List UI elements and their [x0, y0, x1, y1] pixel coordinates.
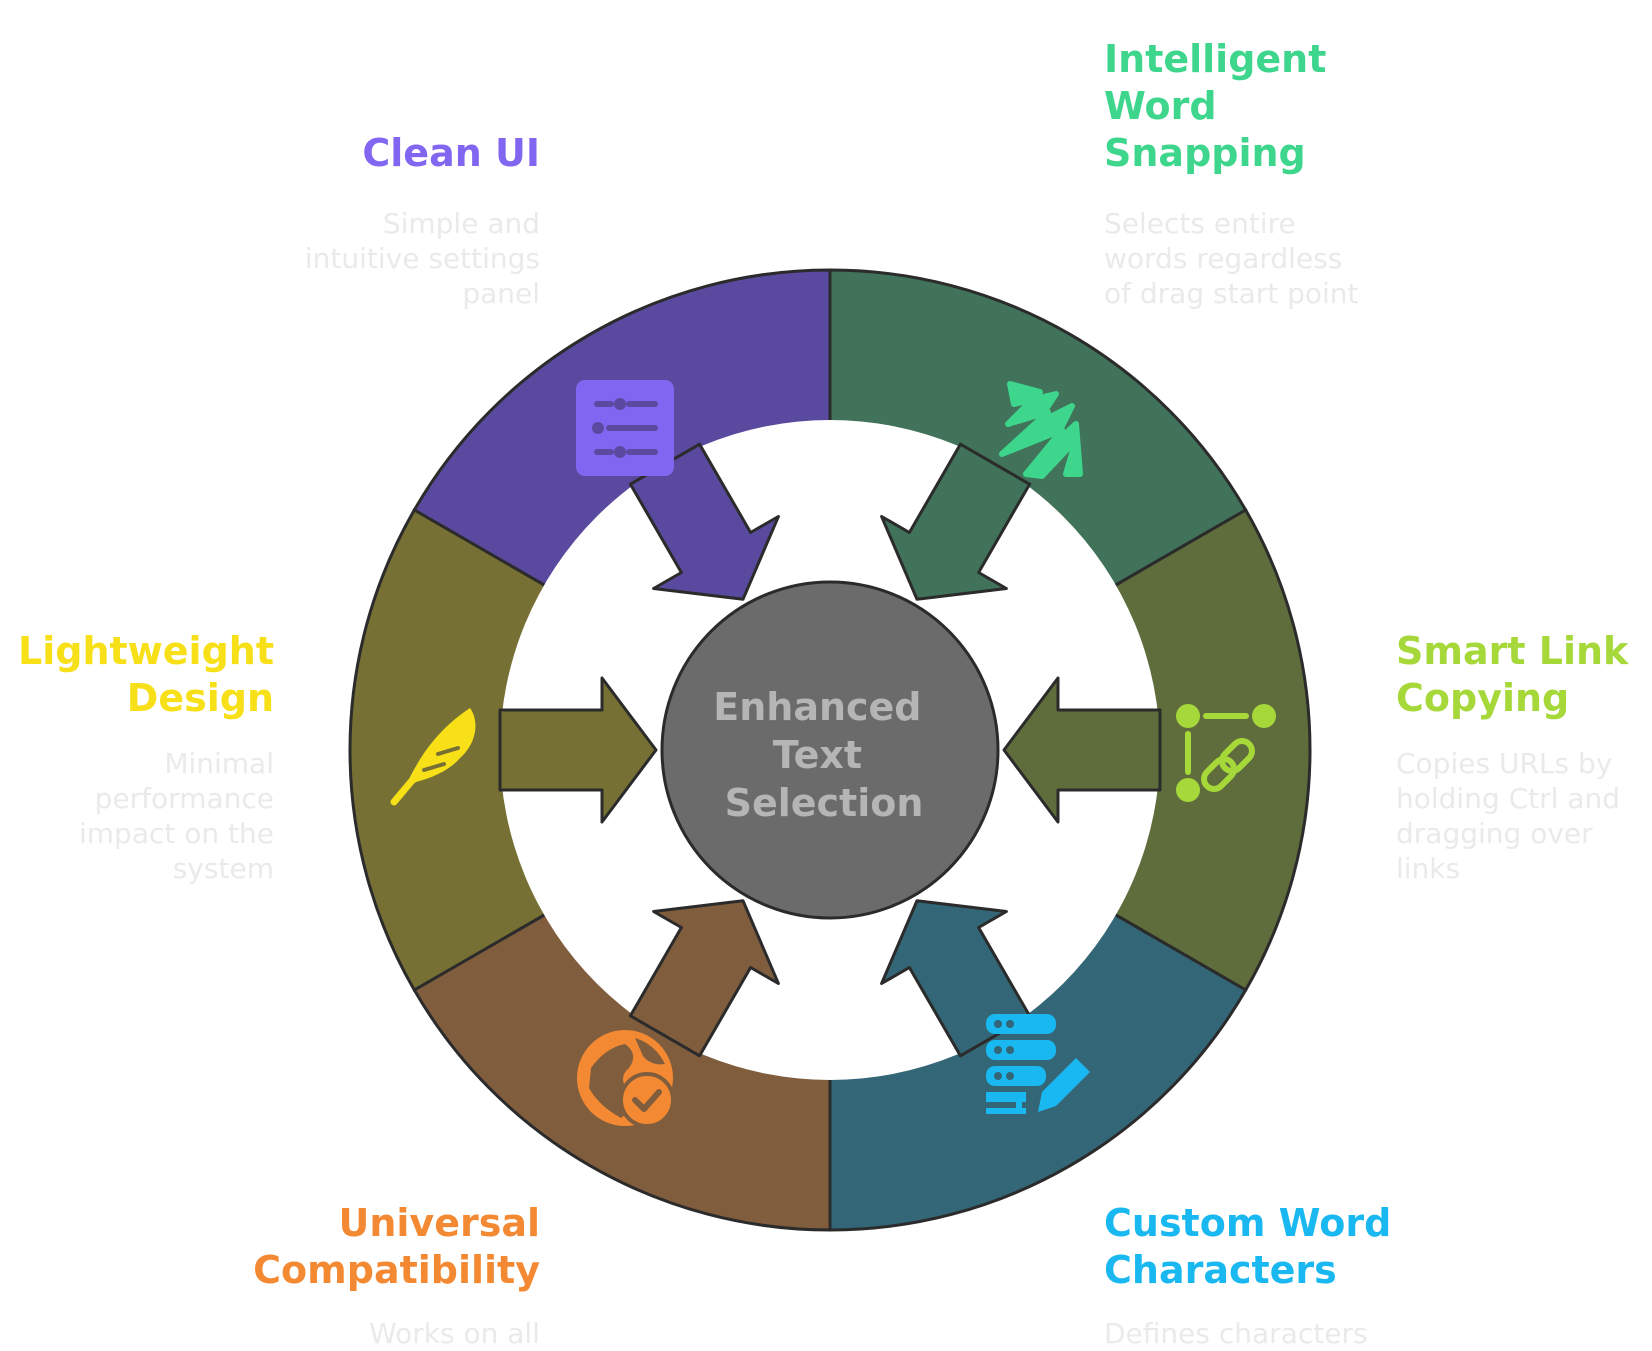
title-line: Universal	[338, 1201, 540, 1245]
arrow-clean-ui	[628, 442, 780, 601]
link-nodes-icon	[1176, 704, 1276, 802]
title-line: Lightweight	[18, 629, 274, 673]
desc-line: Minimal	[164, 747, 274, 780]
center-label-line-2: Text	[773, 733, 862, 777]
desc-line: dragging over	[1396, 817, 1593, 850]
center-label: Enhanced Text Selection	[713, 685, 935, 825]
title-line: Copying	[1396, 676, 1570, 720]
feature-desc-clean-ui: Simple and intuitive settings panel	[200, 206, 540, 311]
feature-title-clean-ui: Clean UI	[240, 130, 540, 177]
feature-title-lightweight: Lightweight Design	[10, 628, 274, 722]
feature-desc-word-snapping: Selects entire words regardless of drag …	[1104, 206, 1544, 311]
arrow-word-snapping	[880, 442, 1032, 601]
globe-check-icon	[577, 1030, 675, 1128]
arrow-compatibility	[628, 899, 780, 1058]
feature-title-smart-link: Smart Link Copying	[1396, 628, 1646, 722]
title-line: Compatibility	[253, 1248, 540, 1292]
center-label-line-3: Selection	[725, 781, 924, 825]
sliders-list-icon	[576, 380, 674, 476]
arrow-smart-link	[1002, 676, 1162, 824]
title-line: Clean UI	[362, 131, 540, 175]
desc-line: panel	[462, 277, 540, 310]
title-line: Snapping	[1104, 131, 1306, 175]
arrow-lightweight	[498, 676, 658, 824]
desc-line: holding Ctrl and	[1396, 782, 1621, 815]
desc-line: Defines characters	[1104, 1317, 1368, 1350]
desc-line: of drag start point	[1104, 277, 1359, 310]
title-line: Word	[1104, 84, 1217, 128]
desc-line: performance	[94, 782, 274, 815]
center-hub	[660, 580, 1000, 920]
feature-title-compatibility: Universal Compatibility	[200, 1200, 540, 1294]
center-label-line-1: Enhanced	[713, 685, 921, 729]
feature-title-custom-chars: Custom Word Characters	[1104, 1200, 1524, 1294]
desc-line: links	[1396, 852, 1461, 885]
snap-scribble-icon	[999, 381, 1083, 479]
desc-line: Copies URLs by	[1396, 747, 1613, 780]
feature-desc-custom-chars: Defines characters	[1104, 1316, 1524, 1351]
desc-line: system	[172, 852, 274, 885]
desc-line: Works on all	[369, 1317, 540, 1350]
feature-title-word-snapping: Intelligent Word Snapping	[1104, 36, 1464, 177]
title-line: Smart Link	[1396, 629, 1629, 673]
feature-desc-lightweight: Minimal performance impact on the system	[24, 746, 274, 886]
desc-line: intuitive settings	[304, 242, 540, 275]
desc-line: Simple and	[382, 207, 540, 240]
title-line: Custom Word	[1104, 1201, 1392, 1245]
feature-desc-compatibility: Works on all	[240, 1316, 540, 1351]
title-line: Characters	[1104, 1248, 1337, 1292]
feature-desc-smart-link: Copies URLs by holding Ctrl and dragging…	[1396, 746, 1646, 886]
desc-line: words regardless	[1104, 242, 1343, 275]
desc-line: impact on the	[79, 817, 274, 850]
title-line: Intelligent	[1104, 37, 1327, 81]
desc-line: Selects entire	[1104, 207, 1296, 240]
feather-icon	[390, 708, 476, 806]
database-edit-icon	[986, 1014, 1090, 1114]
title-line: Design	[126, 676, 274, 720]
